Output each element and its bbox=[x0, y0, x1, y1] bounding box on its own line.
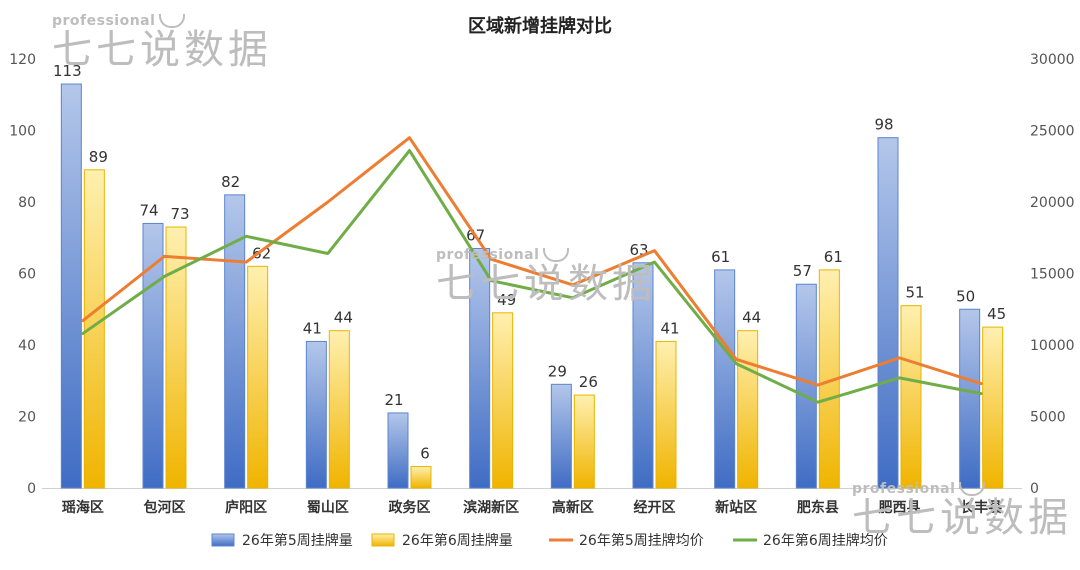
legend-label: 26年第5周挂牌量 bbox=[242, 532, 353, 549]
y-right-tick-label: 20000 bbox=[1030, 195, 1075, 211]
y-left-tick-label: 120 bbox=[9, 52, 36, 68]
bar bbox=[632, 262, 654, 489]
x-tick-label: 经开区 bbox=[634, 499, 676, 516]
y-left-tick-label: 100 bbox=[9, 124, 36, 140]
y-left-tick-label: 60 bbox=[18, 267, 36, 283]
bar-value-label: 50 bbox=[956, 287, 975, 305]
bar bbox=[959, 308, 981, 489]
x-tick-label: 高新区 bbox=[552, 499, 594, 516]
bar-value-label: 29 bbox=[548, 362, 567, 380]
bar-value-label: 89 bbox=[89, 148, 108, 166]
bar-value-label: 57 bbox=[793, 262, 812, 280]
bar-value-label: 113 bbox=[53, 62, 82, 80]
bar bbox=[247, 265, 269, 489]
bar-value-label: 44 bbox=[742, 309, 761, 327]
legend-label: 26年第5周挂牌均价 bbox=[579, 532, 704, 549]
bar bbox=[410, 466, 432, 489]
y-right-tick-label: 5000 bbox=[1030, 410, 1066, 426]
bar bbox=[550, 383, 572, 489]
chart-title: 区域新增挂牌对比 bbox=[468, 15, 612, 37]
bar-value-label: 45 bbox=[987, 305, 1006, 323]
y-right-tick-label: 15000 bbox=[1030, 267, 1075, 283]
x-tick-label: 政务区 bbox=[389, 499, 431, 516]
x-tick-label: 滨湖新区 bbox=[463, 499, 519, 516]
bar bbox=[982, 326, 1004, 489]
bar bbox=[387, 412, 409, 489]
bar bbox=[60, 83, 82, 489]
bar bbox=[224, 194, 246, 489]
bar-value-label: 41 bbox=[303, 319, 322, 337]
legend-swatch bbox=[371, 533, 395, 547]
x-tick-label: 瑶海区 bbox=[62, 499, 104, 516]
bar-value-label: 73 bbox=[170, 205, 189, 223]
bar-value-label: 82 bbox=[221, 173, 240, 191]
bar-value-label: 41 bbox=[660, 319, 679, 337]
series-line bbox=[81, 136, 983, 387]
bar bbox=[305, 340, 327, 489]
bar-value-label: 6 bbox=[420, 445, 430, 463]
y-left-tick-label: 40 bbox=[18, 338, 36, 354]
x-tick-label: 肥西县 bbox=[879, 500, 921, 516]
bar-value-label: 44 bbox=[334, 309, 353, 327]
bar bbox=[737, 330, 759, 489]
bar bbox=[655, 340, 677, 489]
y-left-tick-label: 80 bbox=[18, 195, 36, 211]
legend-label: 26年第6周挂牌量 bbox=[402, 532, 513, 549]
bar bbox=[877, 137, 899, 489]
bar bbox=[714, 269, 736, 489]
bar-value-label: 51 bbox=[905, 284, 924, 302]
x-tick-label: 长丰县 bbox=[960, 499, 1002, 516]
legend-label: 26年第6周挂牌均价 bbox=[763, 532, 888, 549]
bar bbox=[573, 394, 595, 489]
bar bbox=[900, 305, 922, 489]
x-tick-label: 肥东县 bbox=[797, 499, 839, 516]
x-tick-label: 新站区 bbox=[715, 499, 757, 516]
bar bbox=[83, 169, 105, 489]
y-right-tick-label: 30000 bbox=[1030, 52, 1075, 68]
bar bbox=[328, 330, 350, 489]
x-tick-label: 包河区 bbox=[144, 499, 186, 516]
x-tick-label: 蜀山区 bbox=[307, 500, 349, 516]
x-tick-label: 庐阳区 bbox=[225, 499, 267, 516]
bar-value-label: 61 bbox=[824, 248, 843, 266]
bar-value-label: 49 bbox=[497, 291, 516, 309]
y-left-tick-label: 20 bbox=[18, 410, 36, 426]
bar-value-label: 21 bbox=[384, 391, 403, 409]
bar-value-label: 61 bbox=[711, 248, 730, 266]
legend-swatch bbox=[211, 533, 235, 547]
bar bbox=[795, 283, 817, 489]
bar bbox=[165, 226, 187, 489]
bar-value-label: 98 bbox=[874, 116, 893, 134]
bar bbox=[142, 222, 164, 489]
bar bbox=[492, 312, 514, 489]
y-left-tick-label: 0 bbox=[27, 481, 36, 497]
y-right-tick-label: 10000 bbox=[1030, 338, 1075, 354]
series-line bbox=[81, 149, 983, 404]
bar-value-label: 74 bbox=[139, 201, 158, 219]
bar bbox=[469, 247, 491, 489]
bar-value-label: 26 bbox=[579, 373, 598, 391]
y-right-tick-label: 0 bbox=[1030, 481, 1039, 497]
y-right-tick-label: 25000 bbox=[1030, 124, 1075, 140]
